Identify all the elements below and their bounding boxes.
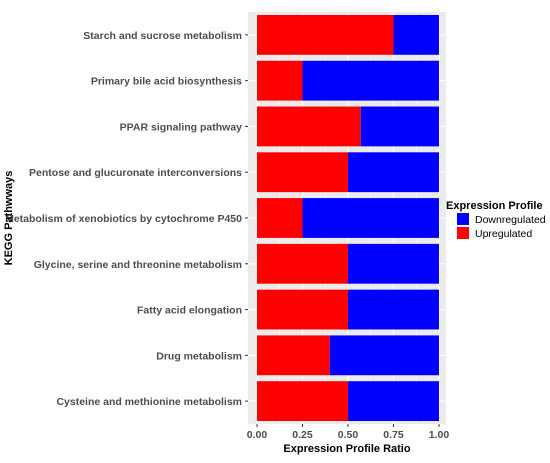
bar-upregulated: [257, 60, 303, 101]
bar-downregulated: [348, 152, 439, 193]
category-label: PPAR signaling pathway: [120, 121, 242, 133]
legend: Expression Profile Downregulated Upregul…: [446, 200, 546, 240]
x-axis-ticks: 0.00 0.25 0.50 0.75 1.00: [247, 424, 450, 441]
x-tick-label: 0.75: [383, 429, 404, 441]
x-tick-label: 0.25: [292, 429, 313, 441]
legend-title: Expression Profile: [446, 200, 543, 212]
category-label: Drug metabolism: [156, 350, 242, 362]
bar-downregulated: [348, 289, 439, 330]
legend-key-downregulated: [457, 213, 469, 225]
category-label: Glycine, serine and threonine metabolism: [34, 259, 242, 271]
bar-downregulated: [302, 198, 439, 238]
category-label: Fatty acid elongation: [137, 305, 242, 317]
bar-downregulated: [348, 243, 439, 284]
bar-upregulated: [257, 152, 348, 193]
category-label: Metabolism of xenobiotics by cytochrome …: [5, 213, 242, 225]
bar-downregulated: [360, 106, 439, 147]
bar-upregulated: [257, 243, 348, 284]
bar-downregulated: [329, 335, 439, 376]
bar-upregulated: [257, 335, 330, 376]
bars: [257, 14, 439, 422]
bar-upregulated: [257, 106, 361, 147]
bar-upregulated: [257, 198, 303, 238]
category-label: Primary bile acid biosynthesis: [91, 76, 242, 88]
bar-downregulated: [348, 381, 439, 422]
legend-label-upregulated: Upregulated: [475, 228, 532, 240]
category-label: Starch and sucrose metabolism: [83, 30, 242, 42]
bar-upregulated: [257, 14, 394, 55]
bar-downregulated: [302, 60, 439, 101]
category-labels: Starch and sucrose metabolism Primary bil…: [5, 30, 248, 408]
y-axis-title: KEGG Pathwways: [3, 171, 15, 266]
bar-downregulated: [393, 14, 439, 55]
category-label: Pentose and glucuronate interconversions: [29, 167, 242, 179]
legend-label-downregulated: Downregulated: [475, 214, 546, 226]
x-axis-title: Expression Profile Ratio: [283, 443, 410, 455]
category-label: Cysteine and methionine metabolism: [56, 396, 242, 408]
x-tick-label: 1.00: [429, 429, 450, 441]
x-tick-label: 0.00: [247, 429, 268, 441]
x-tick-label: 0.50: [338, 429, 359, 441]
bar-upregulated: [257, 381, 348, 422]
bar-upregulated: [257, 289, 348, 330]
legend-key-upregulated: [457, 227, 469, 239]
